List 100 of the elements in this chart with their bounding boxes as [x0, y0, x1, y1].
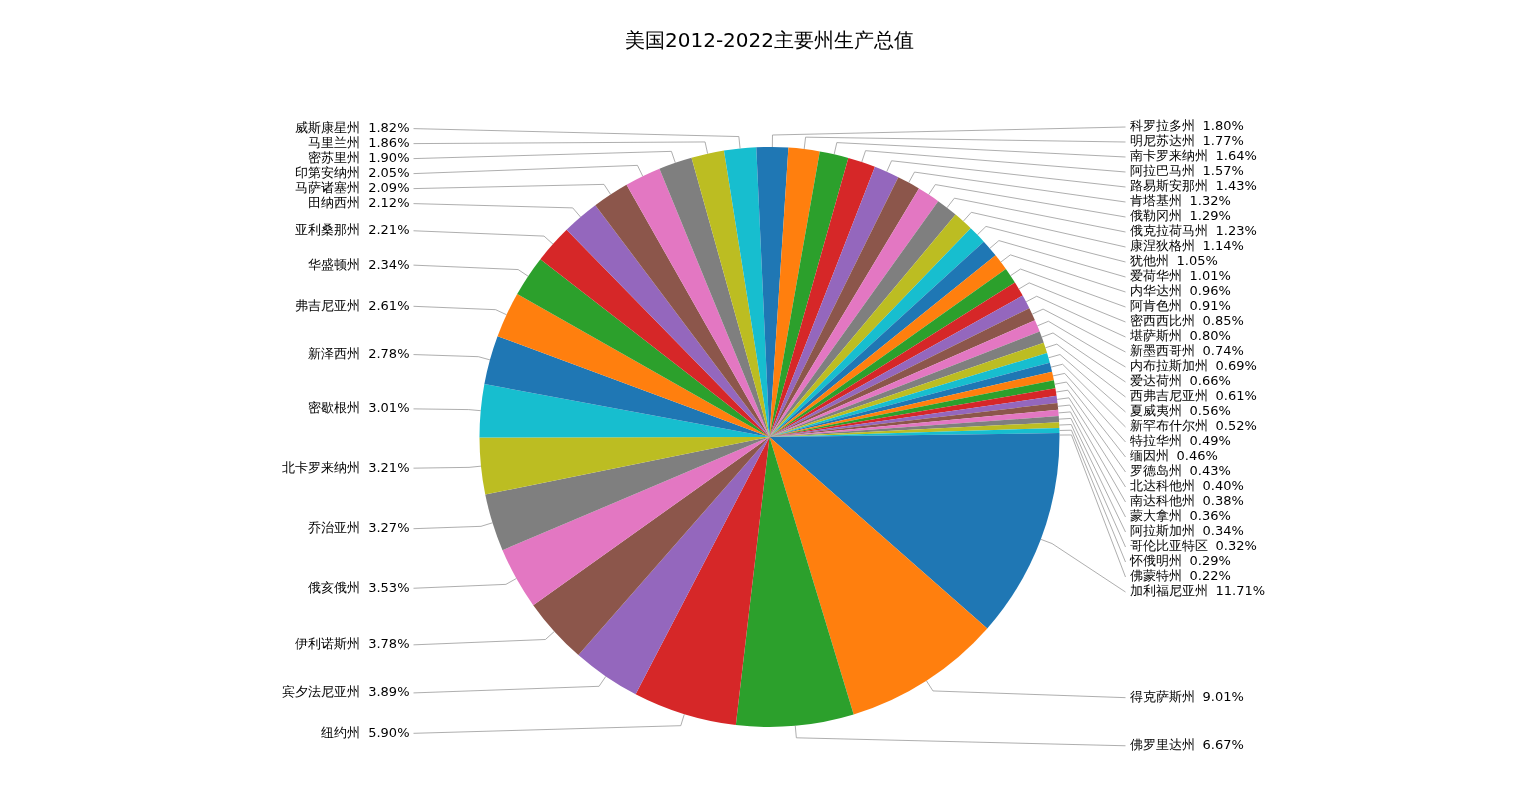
- data-label: 0.36%: [1189, 508, 1231, 524]
- slice-label: 缅因州: [1129, 448, 1169, 464]
- slice-label: 田纳西州: [308, 194, 361, 210]
- slice-label: 新泽西州: [308, 345, 361, 361]
- slice-label: 怀俄明州: [1128, 553, 1182, 569]
- data-label: 1.05%: [1176, 253, 1218, 269]
- chart-title: 美国2012-2022主要州生产总值: [624, 28, 915, 53]
- data-label: 1.64%: [1215, 148, 1257, 164]
- data-label: 0.69%: [1215, 358, 1257, 374]
- slice-label: 西弗吉尼亚州: [1129, 388, 1208, 404]
- data-label: 0.91%: [1189, 298, 1231, 314]
- data-label: 0.96%: [1189, 283, 1231, 299]
- data-label: 0.29%: [1189, 553, 1231, 569]
- slice-label: 南卡罗来纳州: [1129, 148, 1208, 164]
- data-label: 0.38%: [1202, 493, 1244, 509]
- data-label: 2.21%: [368, 222, 410, 238]
- data-label: 1.77%: [1202, 133, 1244, 149]
- data-label: 3.53%: [368, 579, 410, 595]
- data-label: 0.66%: [1189, 373, 1231, 389]
- slice-label: 伊利诺斯州: [295, 636, 361, 652]
- data-label: 0.46%: [1176, 448, 1218, 464]
- slice-label: 纽约州: [321, 724, 361, 740]
- data-label: 1.23%: [1215, 223, 1257, 239]
- slice-label: 犹他州: [1129, 253, 1169, 269]
- slice-label: 阿拉斯加州: [1129, 523, 1195, 539]
- data-label: 1.01%: [1189, 268, 1231, 284]
- slice-label: 亚利桑那州: [295, 222, 361, 238]
- slice-label: 弗吉尼亚州: [295, 297, 361, 313]
- slice-label: 佛罗里达州: [1129, 737, 1195, 753]
- data-label: 2.34%: [368, 256, 410, 272]
- slice-label: 密苏里州: [308, 149, 361, 165]
- data-label: 2.05%: [368, 164, 410, 180]
- slice-label: 蒙大拿州: [1129, 508, 1182, 524]
- data-label: 1.32%: [1189, 193, 1231, 209]
- data-label: 2.61%: [368, 297, 410, 313]
- slice-label: 俄亥俄州: [308, 579, 361, 595]
- data-label: 11.71%: [1215, 583, 1266, 599]
- data-label: 3.27%: [368, 520, 410, 536]
- data-label: 2.78%: [368, 345, 410, 361]
- slice-label: 乔治亚州: [308, 520, 361, 536]
- data-label: 0.22%: [1189, 568, 1231, 584]
- slice-label: 马里兰州: [308, 134, 361, 150]
- data-label: 2.09%: [368, 179, 410, 195]
- data-label: 0.85%: [1202, 313, 1244, 329]
- slice-label: 堪萨斯州: [1128, 328, 1182, 344]
- slice-label: 俄克拉荷马州: [1129, 223, 1208, 239]
- slice-label: 科罗拉多州: [1129, 118, 1195, 134]
- slice-label: 新罕布什尔州: [1129, 418, 1208, 434]
- slice-label: 夏威夷州: [1129, 403, 1182, 419]
- data-label: 1.43%: [1215, 178, 1257, 194]
- slice-label: 北卡罗来纳州: [282, 459, 361, 475]
- slice-label: 佛蒙特州: [1129, 568, 1182, 584]
- data-label: 3.89%: [368, 684, 410, 700]
- slice-label: 阿肯色州: [1129, 298, 1182, 314]
- slice-label: 罗德岛州: [1129, 463, 1182, 479]
- data-label: 0.40%: [1202, 478, 1244, 494]
- slice-label: 新墨西哥州: [1129, 343, 1195, 359]
- data-label: 3.01%: [368, 400, 410, 416]
- slice-label: 印第安纳州: [295, 164, 361, 180]
- data-label: 1.14%: [1202, 238, 1244, 254]
- slice-label: 北达科他州: [1129, 478, 1195, 494]
- slice-label: 明尼苏达州: [1129, 133, 1195, 149]
- slice-label: 马萨诸塞州: [295, 179, 361, 195]
- data-label: 0.74%: [1202, 343, 1244, 359]
- data-label: 0.56%: [1189, 403, 1231, 419]
- slice-label: 康涅狄格州: [1129, 238, 1195, 254]
- data-label: 0.32%: [1215, 538, 1257, 554]
- slice-label: 华盛顿州: [308, 256, 361, 272]
- data-label: 0.49%: [1189, 433, 1231, 449]
- slice-label: 路易斯安那州: [1129, 178, 1208, 194]
- slice-label: 密西西比州: [1129, 313, 1195, 329]
- data-label: 1.57%: [1202, 163, 1244, 179]
- slice-label: 内华达州: [1129, 283, 1182, 299]
- data-label: 0.61%: [1215, 388, 1257, 404]
- data-label: 3.78%: [368, 636, 410, 652]
- data-label: 5.90%: [368, 724, 410, 740]
- slice-label: 内布拉斯加州: [1129, 358, 1208, 374]
- slice-label: 加利福尼亚州: [1129, 583, 1208, 599]
- data-label: 1.80%: [1202, 118, 1244, 134]
- data-label: 0.43%: [1189, 463, 1231, 479]
- data-label: 3.21%: [368, 459, 410, 475]
- slice-label: 特拉华州: [1129, 433, 1182, 449]
- slice-label: 威斯康星州: [295, 119, 361, 135]
- slice-label: 哥伦比亚特区: [1129, 538, 1208, 554]
- slice-label: 俄勒冈州: [1129, 208, 1182, 224]
- slice-label: 爱达荷州: [1129, 373, 1182, 389]
- slice-label: 肯塔基州: [1129, 193, 1182, 209]
- slice-label: 宾夕法尼亚州: [282, 684, 361, 700]
- data-label: 1.90%: [368, 149, 410, 165]
- data-label: 2.12%: [368, 194, 410, 210]
- slice-label: 爱荷华州: [1129, 268, 1182, 284]
- data-label: 1.86%: [368, 134, 410, 150]
- data-label: 0.34%: [1202, 523, 1244, 539]
- data-label: 0.80%: [1189, 328, 1231, 344]
- slice-label: 南达科他州: [1129, 493, 1195, 509]
- data-label: 1.29%: [1189, 208, 1231, 224]
- data-label: 0.52%: [1215, 418, 1257, 434]
- slice-label: 阿拉巴马州: [1129, 163, 1195, 179]
- slice-label: 密歇根州: [308, 400, 361, 416]
- slice-label: 得克萨斯州: [1129, 689, 1195, 705]
